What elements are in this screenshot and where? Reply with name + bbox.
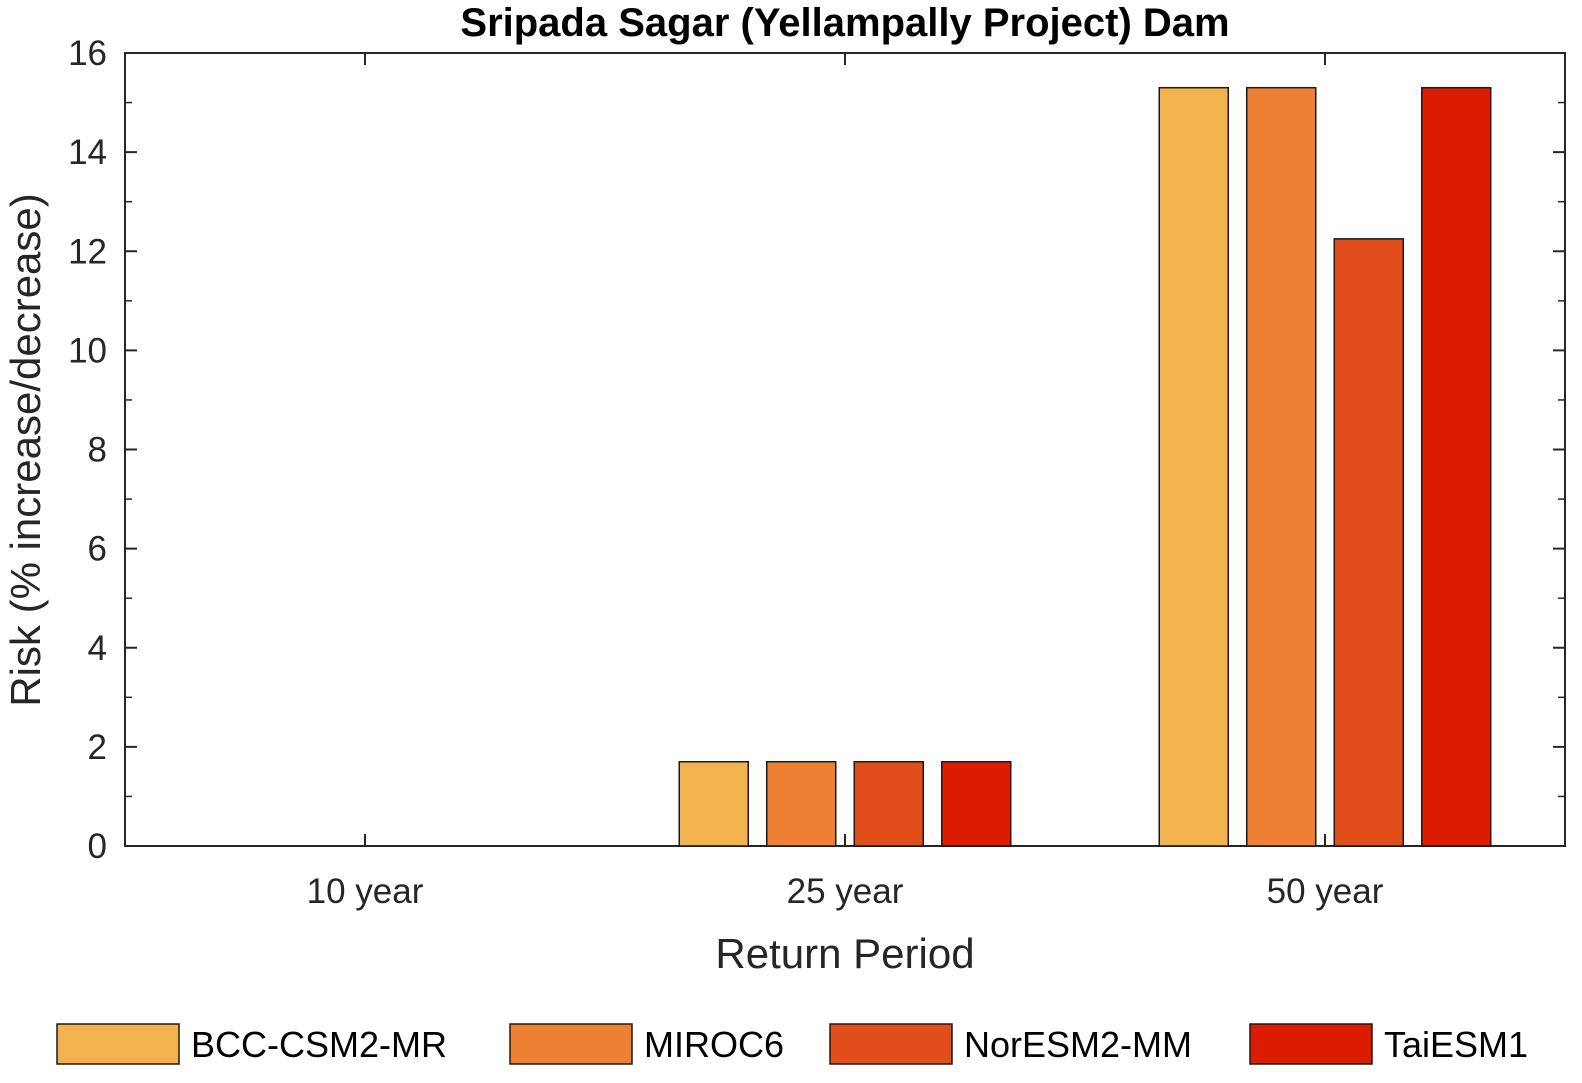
legend-label: TaiESM1 (1384, 1024, 1528, 1065)
legend: BCC-CSM2-MR MIROC6 NorESM2-MM TaiESM1 (56, 1023, 1528, 1065)
y-tick-label: 14 (68, 133, 107, 172)
bar-miroc6-50-year (1246, 86, 1317, 847)
y-tick-label: 10 (68, 331, 107, 370)
y-tick-label: 8 (88, 431, 107, 470)
legend-label: NorESM2-MM (964, 1024, 1192, 1065)
legend-label: MIROC6 (644, 1024, 784, 1065)
y-tick-label: 12 (68, 232, 107, 271)
legend-label: BCC-CSM2-MR (191, 1024, 447, 1065)
x-tick-label: 10 year (307, 872, 424, 911)
legend-swatch (509, 1023, 633, 1065)
legend-swatch (829, 1023, 953, 1065)
y-tick-label: 16 (68, 34, 107, 73)
legend-item: TaiESM1 (1249, 1023, 1528, 1065)
plot-frame (124, 52, 1566, 847)
x-tick-label: 25 year (787, 872, 904, 911)
bars-group (678, 86, 1492, 847)
y-tick-label: 2 (88, 728, 107, 767)
y-tick-label: 4 (88, 629, 107, 668)
legend-item: NorESM2-MM (829, 1023, 1192, 1065)
bar-miroc6-25-year (766, 760, 837, 847)
axis-ticks (125, 52, 1565, 847)
bar-noresm2-mm-50-year (1333, 238, 1404, 847)
plot-area: 0 2 4 6 8 10 12 14 16 10 year 25 year 50 year (68, 34, 1566, 911)
bar-bcc-csm2-mr-50-year (1158, 86, 1229, 847)
legend-item: BCC-CSM2-MR (56, 1023, 447, 1065)
bar-noresm2-mm-25-year (853, 760, 924, 847)
bar-bcc-csm2-mr-25-year (678, 760, 749, 847)
bar-taiesm1-50-year (1421, 86, 1492, 847)
y-tick-label: 0 (88, 827, 107, 866)
x-tick-label: 50 year (1267, 872, 1384, 911)
bar-taiesm1-25-year (941, 760, 1012, 847)
y-axis-label: Risk (% increase/decrease) (2, 193, 49, 707)
axis-tick-labels: 0 2 4 6 8 10 12 14 16 10 year 25 year 50 year (68, 34, 1384, 911)
legend-swatch (1249, 1023, 1373, 1065)
legend-item: MIROC6 (509, 1023, 784, 1065)
legend-swatch (56, 1023, 180, 1065)
chart-title: Sripada Sagar (Yellampally Project) Dam (460, 1, 1229, 45)
y-tick-label: 6 (88, 530, 107, 569)
x-axis-label: Return Period (715, 930, 974, 977)
